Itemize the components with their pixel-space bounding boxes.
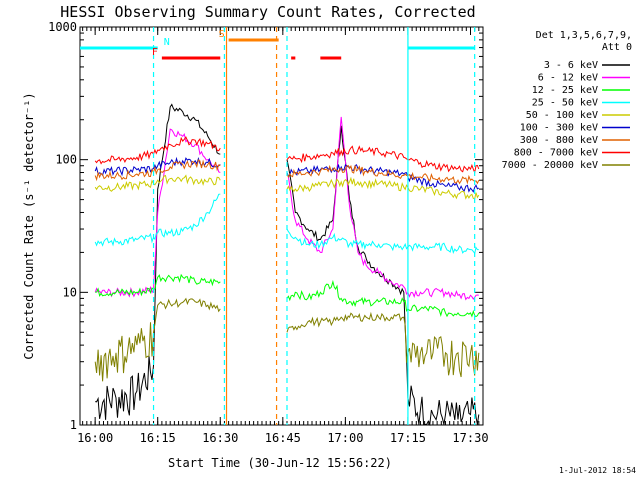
legend-label: 800 - 7000 keV: [514, 148, 598, 159]
series-line: [286, 164, 480, 193]
series-line: [94, 136, 221, 165]
series-line: [94, 174, 221, 192]
legend-header-line1: Det 1,3,5,6,7,9,: [536, 30, 632, 41]
series-3: [94, 193, 479, 255]
legend-label: 12 - 25 keV: [532, 85, 598, 96]
y-tick-label: 100: [55, 153, 77, 167]
timestamp: 1-Jul-2012 18:54: [559, 466, 636, 475]
series-line: [286, 228, 479, 255]
flag-label: F: [152, 47, 158, 58]
x-tick-label: 17:15: [390, 431, 426, 445]
legend-label: 6 - 12 keV: [538, 73, 598, 84]
legend-label: 3 - 6 keV: [544, 60, 598, 71]
x-tick-label: 16:30: [202, 431, 238, 445]
series-line: [95, 103, 221, 420]
series-line: [95, 273, 221, 297]
x-tick-label: 17:30: [452, 431, 488, 445]
series-line: [94, 128, 221, 298]
markers-layer: [152, 27, 476, 425]
chart-title: HESSI Observing Summary Count Rates, Cor…: [60, 3, 475, 21]
axis-ticks: 16:00 16:15 16:30 16:45 17:00 17:15 17:30 1 10 10…: [48, 20, 488, 445]
y-tick-label: 1: [70, 418, 77, 432]
series-layer: [94, 103, 480, 427]
x-axis-label: Start Time (30-Jun-12 15:56:22): [168, 456, 392, 470]
series-line: [94, 193, 221, 247]
series-line: [286, 311, 480, 378]
series-6: [94, 159, 480, 185]
series-line: [286, 164, 480, 185]
legend-header-line2: Att 0: [602, 42, 632, 53]
legend-label: 50 - 100 keV: [526, 110, 598, 121]
series-0: [95, 103, 480, 427]
series-line: [286, 279, 480, 318]
series-line: [286, 145, 480, 175]
legend-label: 100 - 300 keV: [520, 123, 598, 134]
x-tick-label: 17:00: [327, 431, 363, 445]
series-line: [94, 297, 221, 382]
flag-label: S: [219, 29, 225, 40]
series-2: [95, 273, 480, 318]
x-tick-label: 16:00: [77, 431, 113, 445]
series-line: [94, 159, 221, 182]
legend-label: 7000 - 20000 keV: [502, 160, 598, 171]
series-line: [286, 176, 480, 200]
x-tick-label: 16:15: [140, 431, 176, 445]
series-7: [94, 136, 480, 175]
plot-frame: [79, 26, 484, 426]
y-tick-label: 10: [63, 285, 77, 299]
series-line: [286, 116, 479, 301]
y-axis-label: Corrected Count Rate (s⁻¹ detector⁻¹): [22, 92, 36, 359]
series-line: [286, 125, 480, 427]
x-tick-label: 16:45: [265, 431, 301, 445]
legend-label: 300 - 800 keV: [520, 135, 598, 146]
flag-label: N: [164, 37, 170, 48]
series-8: [94, 297, 480, 382]
y-tick-label: 1000: [48, 20, 77, 34]
legend-label: 25 - 50 keV: [532, 98, 598, 109]
flags-layer: NF S: [80, 29, 475, 60]
series-4: [94, 174, 480, 200]
